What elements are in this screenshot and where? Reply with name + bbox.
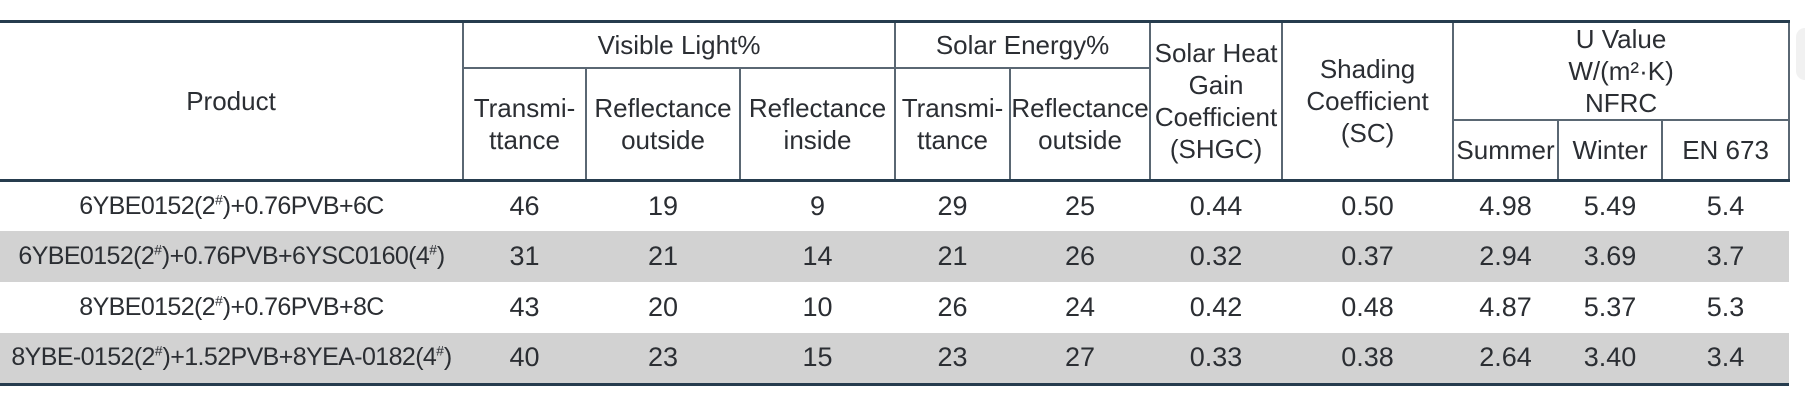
header-row-subcolumns: Transmi- ttance Reflectance outside Refl… (0, 67, 1789, 181)
product-text-segment: ) (443, 343, 452, 372)
superscript-hash: # (215, 293, 223, 309)
cell-sc: 0.48 (1341, 292, 1394, 322)
table-row: 8YBE0152(2#)+0.76PVB+8C 43 20 10 26 24 0… (0, 282, 1789, 333)
cell-se-reflectance-outside: 25 (1010, 178, 1151, 231)
table-row: 6YBE0152(2#)+0.76PVB+6C 46 19 9 29 25 0.… (0, 178, 1790, 231)
table-row: 8YBE-0152(2#)+1.52PVB+8YEA-0182(4#) 40 2… (0, 333, 1790, 384)
cell-u-en673: 3.7 (1662, 231, 1790, 282)
cell-u-en673: 5.4 (1662, 178, 1790, 231)
header-vl-reflectance-outside: Reflectance outside (586, 67, 741, 181)
cell-vl-reflectance-inside: 9 (740, 178, 896, 231)
superscript-hash: # (429, 242, 437, 258)
header-sc: Shading Coefficient (SC) (1282, 21, 1455, 181)
cell-vl-transmittance: 43 (509, 292, 540, 322)
cell-vl-reflectance-inside: 10 (802, 292, 833, 322)
cell-vl-transmittance: 40 (463, 333, 586, 384)
header-shgc: Solar Heat Gain Coefficient (SHGC) (1150, 21, 1284, 181)
superscript-hash: # (215, 192, 223, 208)
cell-se-reflectance-outside: 27 (1010, 333, 1151, 384)
product-text-segment: 8YBE0152(2 (79, 293, 216, 321)
cell-vl-reflectance-outside: 23 (586, 333, 740, 384)
cell-vl-reflectance-outside: 19 (586, 178, 740, 231)
header-row-groups: Product Visible Light% Solar Energy% Sol… (0, 21, 1791, 181)
table-row: 6YBE0152(2#)+0.76PVB+6YSC0160(4#) 31 21 … (0, 231, 1790, 282)
superscript-hash: # (154, 343, 163, 359)
superscript-hash: # (436, 343, 444, 359)
cell-u-winter: 5.37 (1583, 292, 1637, 322)
product-text-segment: ) (436, 242, 445, 270)
product-text-segment: )+0.76PVB+8C (222, 293, 385, 321)
cell-vl-reflectance-outside: 21 (586, 231, 740, 282)
cell-sc: 0.37 (1282, 231, 1454, 282)
cell-u-winter: 3.69 (1558, 231, 1663, 282)
cell-vl-reflectance-outside: 20 (647, 292, 679, 322)
header-u-winter: Winter (1558, 120, 1664, 181)
product-name: 8YBE0152(2#)+0.76PVB+8C (0, 282, 463, 333)
header-u-en673: EN 673 (1662, 120, 1791, 181)
product-text-segment: )+0.76PVB+6YSC0160(4 (161, 242, 430, 270)
cell-shgc: 0.33 (1150, 333, 1283, 384)
product-text-segment: 6YBE0152(2 (79, 191, 216, 220)
cell-se-transmittance: 26 (937, 292, 968, 322)
product-text-segment: 8YBE-0152(2 (11, 343, 155, 372)
cell-u-en673: 3.4 (1662, 333, 1790, 384)
cell-se-reflectance-outside: 26 (1010, 231, 1151, 282)
page-edge-artifact (1796, 28, 1805, 80)
glass-spec-table: Product Visible Light% Solar Energy% Sol… (0, 20, 1791, 386)
cell-shgc: 0.44 (1150, 178, 1283, 231)
header-vl-transmittance: Transmi- ttance (463, 67, 587, 181)
header-u-summer: Summer (1453, 120, 1560, 181)
cell-u-winter: 3.40 (1558, 333, 1663, 384)
product-text-segment: )+0.76PVB+6C (222, 191, 385, 220)
cell-vl-transmittance: 46 (463, 178, 586, 231)
product-text-segment: 6YBE0152(2 (18, 242, 155, 270)
cell-vl-transmittance: 31 (463, 231, 586, 282)
header-group-visible-light: Visible Light% (463, 21, 897, 69)
cell-se-transmittance: 23 (895, 333, 1011, 384)
cell-shgc: 0.32 (1150, 231, 1283, 282)
cell-se-transmittance: 21 (895, 231, 1011, 282)
product-text-segment: )+1.52PVB+8YEA-0182(4 (162, 343, 437, 372)
header-group-u-value: U Value W/(m²·K) NFRC (1453, 21, 1791, 121)
cell-se-transmittance: 29 (895, 178, 1011, 231)
cell-sc: 0.50 (1282, 178, 1454, 231)
cell-u-summer: 2.94 (1453, 231, 1559, 282)
superscript-hash: # (154, 242, 162, 258)
product-name: 8YBE-0152(2#)+1.52PVB+8YEA-0182(4#) (0, 333, 463, 384)
cell-shgc: 0.42 (1189, 292, 1243, 322)
cell-u-summer: 2.64 (1453, 333, 1559, 384)
cell-se-reflectance-outside: 24 (1065, 292, 1096, 322)
cell-u-en673: 5.3 (1706, 292, 1745, 322)
cell-u-winter: 5.49 (1558, 178, 1663, 231)
product-name: 6YBE0152(2#)+0.76PVB+6YSC0160(4#) (0, 231, 463, 282)
header-product: Product (0, 21, 464, 181)
header-group-solar-energy: Solar Energy% (895, 21, 1152, 69)
cell-u-summer: 4.98 (1453, 178, 1559, 231)
product-name: 6YBE0152(2#)+0.76PVB+6C (0, 178, 463, 231)
header-se-reflectance-outside: Reflectance outside (1010, 67, 1152, 181)
cell-sc: 0.38 (1282, 333, 1454, 384)
header-se-transmittance: Transmi- ttance (895, 67, 1012, 181)
header-vl-reflectance-inside: Reflectance inside (740, 67, 897, 181)
cell-vl-reflectance-inside: 14 (740, 231, 896, 282)
cell-vl-reflectance-inside: 15 (740, 333, 896, 384)
header-row-u-value-subcolumns: Summer Winter EN 673 (0, 120, 1791, 181)
cell-u-summer: 4.87 (1479, 292, 1532, 322)
